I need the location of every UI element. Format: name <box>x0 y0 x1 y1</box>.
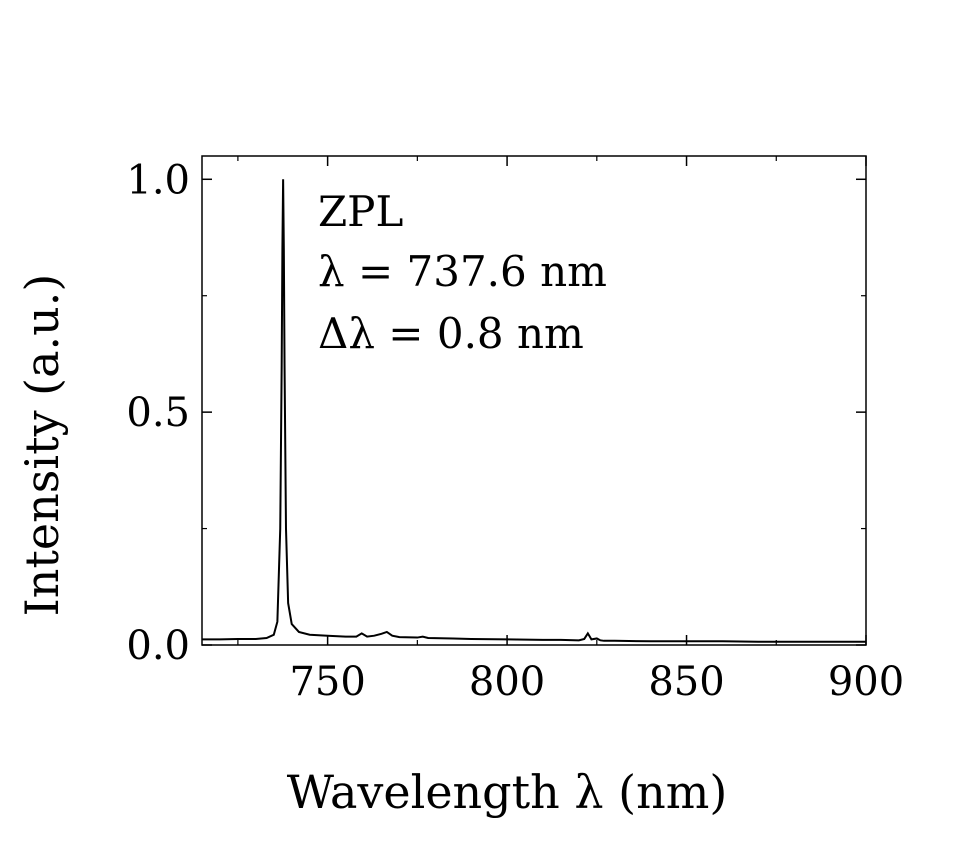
y-axis-label: Intensity (a.u.) <box>15 274 69 617</box>
y-tick-label: 1.0 <box>126 157 190 203</box>
x-tick-label: 900 <box>828 659 904 705</box>
annotation-delta-lambda: Δλ = 0.8 nm <box>318 309 584 358</box>
annotation-zpl: ZPL <box>318 187 403 236</box>
tick-labels: 750 800 850 900 0.0 0.5 1.0 <box>126 157 904 705</box>
annotation-lambda: λ = 737.6 nm <box>318 247 607 296</box>
plot-frame <box>201 155 867 646</box>
y-tick-label: 0.0 <box>126 623 190 669</box>
y-tick-label: 0.5 <box>126 390 190 436</box>
x-tick-label: 750 <box>289 659 365 705</box>
x-tick-label: 850 <box>648 659 724 705</box>
spectrum-line <box>202 179 866 643</box>
ticks <box>202 156 867 646</box>
x-tick-label: 800 <box>469 659 545 705</box>
x-axis-label: Wavelength λ (nm) <box>287 765 728 819</box>
